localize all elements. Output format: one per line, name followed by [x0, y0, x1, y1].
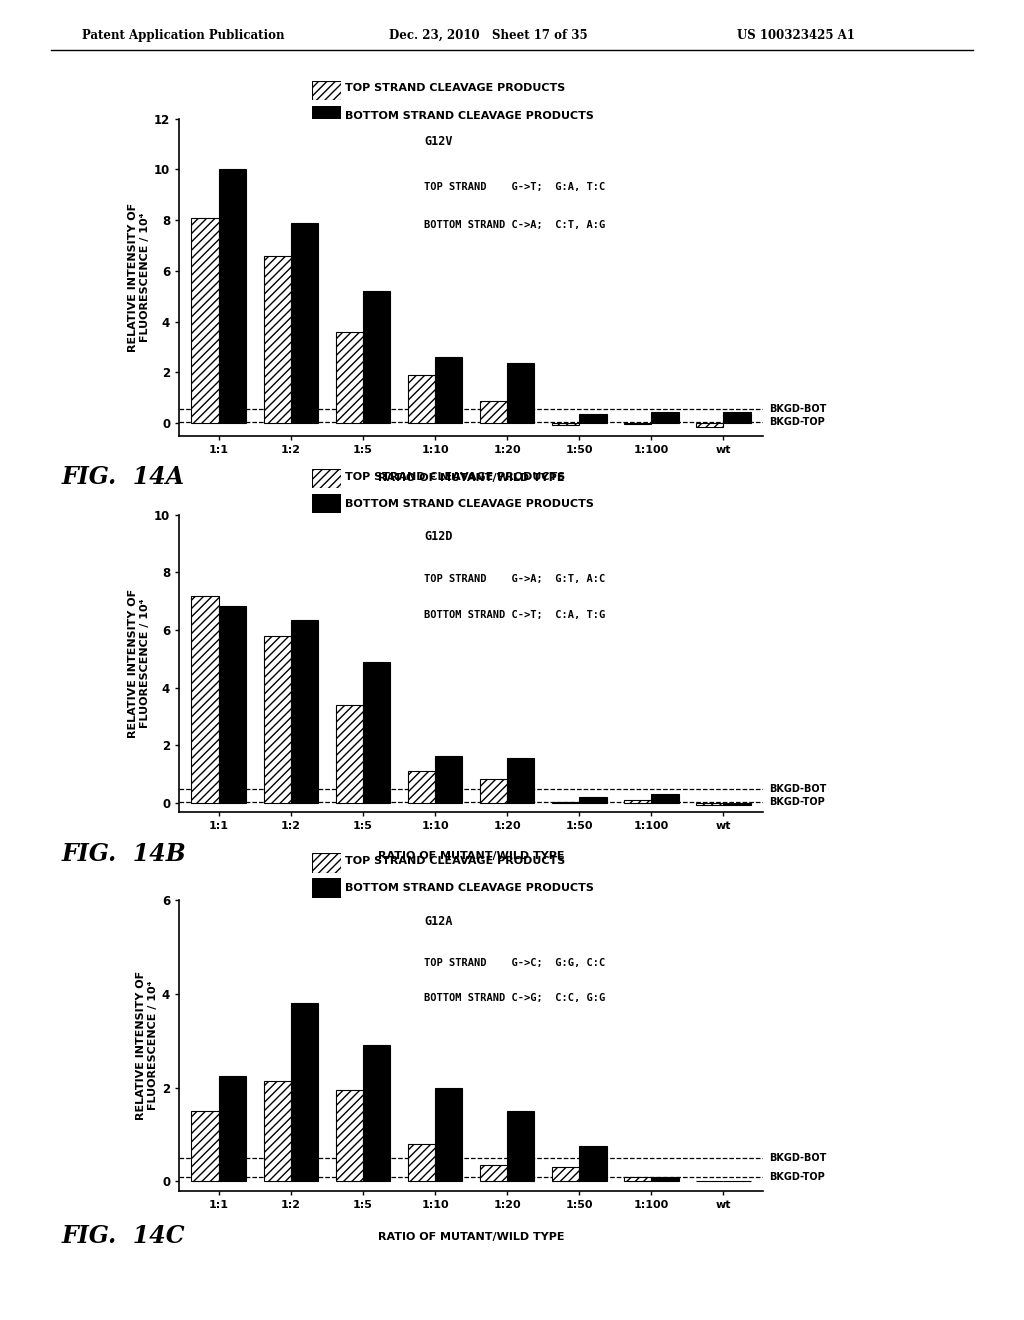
Bar [435, 1088, 463, 1181]
Text: TOP STRAND    G->T;  G:A, T:C: TOP STRAND G->T; G:A, T:C [424, 182, 605, 193]
Bar [507, 1111, 535, 1181]
Text: FIG.  14C: FIG. 14C [61, 1224, 185, 1247]
Bar [479, 401, 507, 422]
Bar [696, 803, 723, 805]
Bar [362, 292, 390, 422]
Bar [580, 414, 606, 422]
Text: TOP STRAND CLEAVAGE PRODUCTS: TOP STRAND CLEAVAGE PRODUCTS [345, 471, 565, 482]
Text: G12A: G12A [424, 915, 453, 928]
Bar [651, 1176, 679, 1181]
Bar [362, 1045, 390, 1181]
Bar [219, 1076, 246, 1181]
Bar [408, 375, 435, 422]
Bar [479, 779, 507, 803]
Bar [723, 803, 751, 805]
Bar [263, 636, 291, 803]
Text: G12V: G12V [424, 135, 453, 148]
Bar [191, 1111, 219, 1181]
Text: Patent Application Publication: Patent Application Publication [82, 29, 285, 42]
Text: BOTTOM STRAND CLEAVAGE PRODUCTS: BOTTOM STRAND CLEAVAGE PRODUCTS [345, 883, 594, 894]
Bar [408, 771, 435, 803]
Text: BOTTOM STRAND C->A;  C:T, A:G: BOTTOM STRAND C->A; C:T, A:G [424, 220, 605, 230]
Text: BKGD-TOP: BKGD-TOP [769, 1172, 824, 1181]
Text: RATIO OF MUTANT/WILD TYPE: RATIO OF MUTANT/WILD TYPE [378, 1232, 564, 1242]
Bar [336, 705, 362, 803]
Text: G12D: G12D [424, 529, 453, 543]
Text: BOTTOM STRAND C->G;  C:C, G:G: BOTTOM STRAND C->G; C:C, G:G [424, 993, 605, 1003]
Bar [263, 256, 291, 422]
Bar [580, 1146, 606, 1181]
Bar [219, 169, 246, 422]
Bar [479, 1164, 507, 1181]
Bar [552, 801, 580, 803]
Bar [219, 606, 246, 803]
Text: BOTTOM STRAND C->T;  C:A, T:G: BOTTOM STRAND C->T; C:A, T:G [424, 610, 605, 620]
Text: TOP STRAND    G->A;  G:T, A:C: TOP STRAND G->A; G:T, A:C [424, 574, 605, 585]
Y-axis label: RELATIVE INTENSITY OF
FLUORESCENCE / 10⁴: RELATIVE INTENSITY OF FLUORESCENCE / 10⁴ [128, 589, 150, 738]
Text: FIG.  14A: FIG. 14A [61, 465, 184, 488]
Text: BOTTOM STRAND CLEAVAGE PRODUCTS: BOTTOM STRAND CLEAVAGE PRODUCTS [345, 499, 594, 510]
Bar [435, 356, 463, 422]
Bar [291, 223, 318, 422]
Bar [191, 595, 219, 803]
Bar [696, 422, 723, 426]
Text: BKGD-BOT: BKGD-BOT [769, 1152, 826, 1163]
Bar [408, 1144, 435, 1181]
Text: BKGD-BOT: BKGD-BOT [769, 784, 826, 793]
Bar [362, 661, 390, 803]
Text: TOP STRAND    G->C;  G:G, C:C: TOP STRAND G->C; G:G, C:C [424, 958, 605, 969]
Bar [507, 363, 535, 422]
Text: Dec. 23, 2010   Sheet 17 of 35: Dec. 23, 2010 Sheet 17 of 35 [389, 29, 588, 42]
Bar [651, 795, 679, 803]
Text: RATIO OF MUTANT/WILD TYPE: RATIO OF MUTANT/WILD TYPE [378, 851, 564, 862]
Text: BOTTOM STRAND CLEAVAGE PRODUCTS: BOTTOM STRAND CLEAVAGE PRODUCTS [345, 111, 594, 121]
Bar [291, 1003, 318, 1181]
Text: TOP STRAND CLEAVAGE PRODUCTS: TOP STRAND CLEAVAGE PRODUCTS [345, 83, 565, 94]
Bar [435, 755, 463, 803]
Bar [263, 1081, 291, 1181]
Bar [624, 800, 651, 803]
Bar [191, 218, 219, 422]
Text: BKGD-BOT: BKGD-BOT [769, 404, 826, 414]
Text: BKGD-TOP: BKGD-TOP [769, 417, 824, 426]
Text: RATIO OF MUTANT/WILD TYPE: RATIO OF MUTANT/WILD TYPE [378, 473, 564, 483]
Bar [552, 1167, 580, 1181]
Bar [291, 620, 318, 803]
Bar [580, 797, 606, 803]
Text: TOP STRAND CLEAVAGE PRODUCTS: TOP STRAND CLEAVAGE PRODUCTS [345, 855, 565, 866]
Bar [552, 422, 580, 425]
Bar [336, 1090, 362, 1181]
Bar [336, 331, 362, 422]
Text: FIG.  14B: FIG. 14B [61, 842, 186, 866]
Y-axis label: RELATIVE INTENSITY OF
FLUORESCENCE / 10⁴: RELATIVE INTENSITY OF FLUORESCENCE / 10⁴ [128, 203, 150, 351]
Text: US 100323425 A1: US 100323425 A1 [737, 29, 855, 42]
Text: BKGD-TOP: BKGD-TOP [769, 797, 824, 807]
Bar [723, 412, 751, 422]
Bar [624, 1176, 651, 1181]
Bar [507, 759, 535, 803]
Y-axis label: RELATIVE INTENSITY OF
FLUORESCENCE / 10⁴: RELATIVE INTENSITY OF FLUORESCENCE / 10⁴ [136, 972, 158, 1119]
Bar [651, 412, 679, 422]
